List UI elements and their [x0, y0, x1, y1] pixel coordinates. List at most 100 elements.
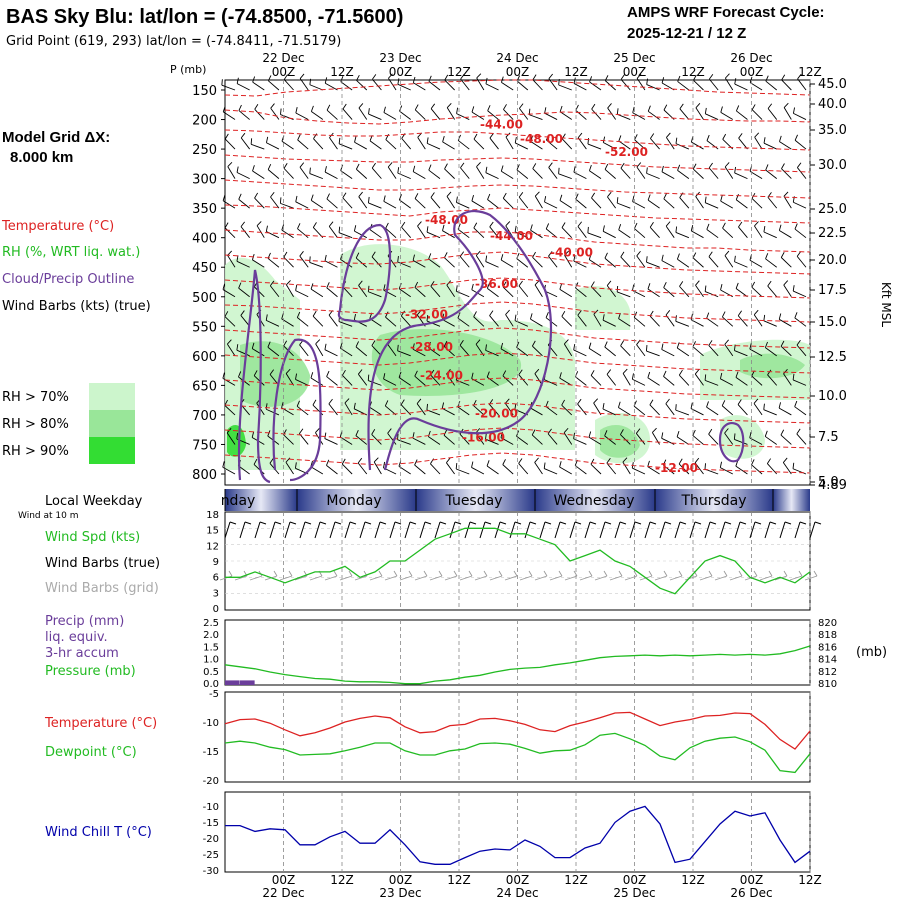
wind-barb	[781, 74, 792, 91]
wind-barb-true	[284, 521, 291, 539]
wind-barb	[767, 369, 778, 386]
height-tick-label: 12.5	[818, 350, 847, 365]
wind-barb	[675, 226, 690, 239]
wind-barb	[414, 104, 426, 120]
wind-barb	[677, 164, 690, 179]
wind-barb	[575, 193, 587, 209]
wind-barb-true	[784, 521, 792, 525]
time-axis-top: 00Z 12Z 00Z 12Z 00Z 12Z 00Z 12Z 00Z 12Z 22 Dec 23 D…	[262, 51, 821, 79]
pressure-tick-label: 550	[192, 320, 217, 335]
wind-barb	[754, 221, 763, 238]
wind-barb	[780, 340, 792, 357]
wind-barb-grid	[738, 570, 743, 577]
wind-barb	[476, 73, 485, 91]
wind-barb-true	[244, 521, 252, 525]
wind-barb	[475, 250, 485, 268]
wind-barb-true	[449, 521, 456, 539]
wind-barb	[414, 459, 426, 475]
isotherm-label: -52.00	[605, 145, 648, 159]
legend-temperature: Temperature (°C)	[1, 219, 114, 234]
pressure-tick-label: 400	[192, 232, 217, 247]
wind-barb	[647, 105, 660, 120]
wind-barb	[650, 133, 660, 150]
date-label: 22 Dec	[262, 886, 304, 900]
wind-barb	[561, 222, 573, 239]
wind-barb	[222, 461, 236, 475]
wind-barb	[355, 252, 368, 268]
wind-barb	[734, 166, 748, 180]
wind-barb	[558, 78, 572, 91]
wind-barb	[487, 193, 499, 209]
wind-barb-true	[439, 521, 447, 525]
local-weekday-label: Local Weekday	[45, 494, 143, 509]
wind-barb	[342, 103, 353, 120]
wind-barb	[266, 136, 280, 150]
wind-barb-grid	[543, 570, 548, 577]
cloud-outline	[718, 422, 745, 463]
cloud-outline	[367, 210, 553, 471]
time-tick-label: 12Z	[681, 65, 705, 79]
wind-barb	[285, 457, 294, 475]
isotherm-label: -24.00	[420, 368, 463, 382]
y-tick-label: 3	[213, 588, 219, 599]
wind-barb	[236, 255, 250, 268]
wind-barb-grid	[378, 570, 383, 577]
wind-barb	[676, 253, 690, 268]
wind-barb	[473, 222, 485, 239]
isotherm-line	[224, 327, 811, 349]
y-tick-label: -15	[203, 747, 219, 758]
wind-barb	[250, 138, 265, 150]
wind-barb-true	[229, 521, 237, 525]
wind-barbs-true-label: Wind Barbs (true)	[45, 556, 160, 571]
wind-barb	[763, 403, 777, 416]
wind-barb	[446, 102, 455, 120]
wind-barb-grid	[528, 570, 533, 577]
wind-barb	[577, 398, 587, 416]
wind-barb	[430, 103, 441, 120]
wind-barb-true	[529, 521, 537, 525]
pressure-line	[224, 645, 811, 685]
wind-barb-true	[464, 521, 471, 539]
wind-barb	[530, 135, 543, 150]
wind-barb	[783, 102, 792, 120]
wind-barb-grid	[294, 575, 308, 581]
wind-barb	[679, 103, 690, 120]
pressure-tick-label: 650	[192, 379, 217, 394]
wind-barb	[397, 78, 411, 91]
legend-rh: RH (%, WRT liq. wat.)	[2, 245, 140, 260]
wind-barb-true	[599, 521, 606, 539]
wind-barb	[340, 76, 353, 91]
wind-barb	[267, 341, 280, 357]
wind-barb-true	[779, 521, 786, 539]
wind-barb	[295, 284, 309, 298]
pressure-tick-label: 300	[192, 173, 217, 188]
wind-barb	[367, 196, 382, 209]
wind-barb	[238, 104, 250, 120]
wind-barb-true	[499, 521, 507, 525]
wind-barb	[326, 104, 338, 120]
wind-barb	[738, 221, 748, 238]
wind-barb	[240, 310, 250, 327]
wind-barb	[455, 285, 470, 298]
date-label: 26 Dec	[730, 886, 772, 900]
time-tick-label: 12Z	[564, 873, 588, 887]
wind-barb	[355, 163, 368, 179]
y-tick-label: 812	[818, 667, 837, 678]
wind-speed-label: Wind Spd (kts)	[45, 530, 140, 545]
wind-barb	[708, 74, 719, 91]
wind-barb-true	[359, 521, 366, 539]
temp-label: Temperature (°C)	[44, 716, 157, 731]
cloud-outline	[237, 269, 271, 484]
isotherm-label: -20.00	[475, 407, 518, 421]
wind-barb	[398, 371, 411, 386]
wind-barb	[505, 132, 514, 150]
wind-barb-true	[394, 521, 402, 525]
height-tick-label: 17.5	[818, 283, 847, 298]
wind-barb	[646, 256, 660, 268]
isotherm-label: -36.00	[475, 277, 518, 291]
isotherm-line	[224, 452, 811, 474]
wind-barb	[426, 315, 441, 327]
wind-barb	[675, 315, 690, 327]
wind-barb	[724, 339, 734, 357]
wind-barb	[704, 374, 719, 386]
